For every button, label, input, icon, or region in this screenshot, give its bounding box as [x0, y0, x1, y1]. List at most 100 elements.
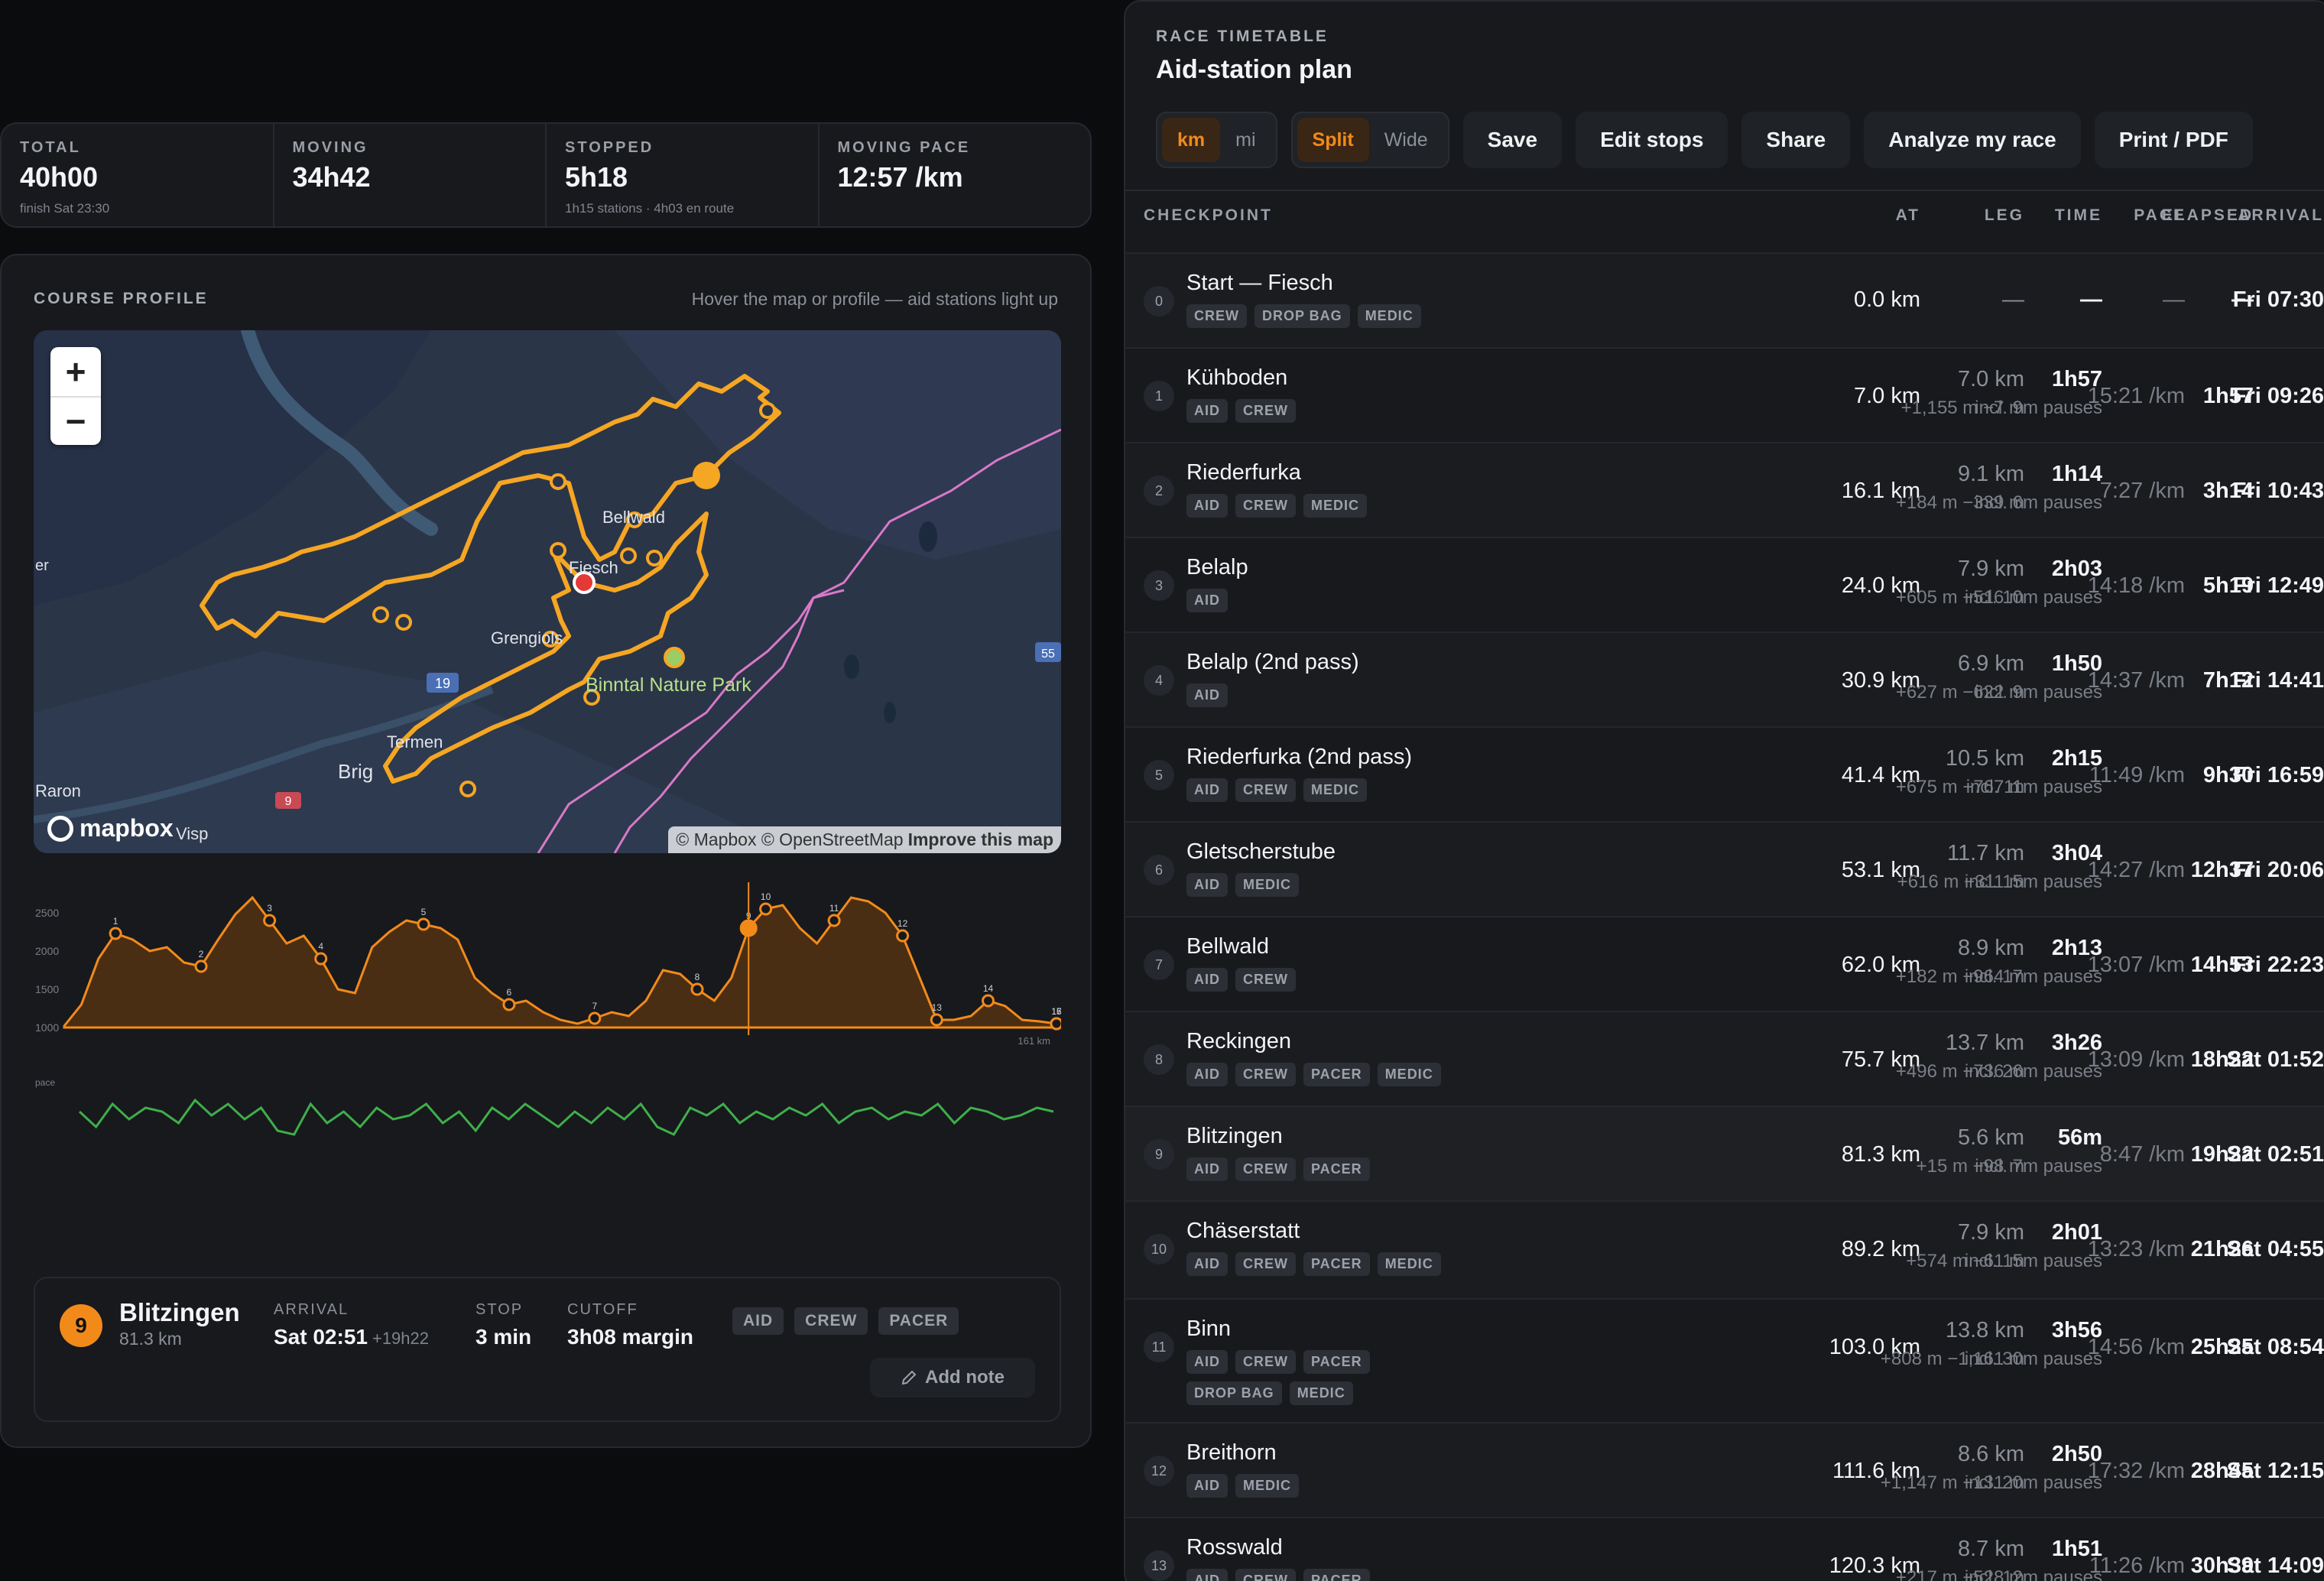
table-row[interactable]: 8 Reckingen AID CREW PACER MEDIC 75.7 km 13.7 k… [1125, 1011, 2324, 1105]
cell-time: 3h04 [2051, 841, 2102, 865]
cell-pace: — [2163, 287, 2185, 312]
col-checkpoint[interactable]: CHECKPOINT [1144, 206, 1273, 224]
unit-km-option[interactable]: km [1162, 118, 1221, 162]
attribution-text[interactable]: © Mapbox © OpenStreetMap [676, 829, 904, 849]
layout-split-option[interactable]: Split [1297, 118, 1369, 162]
aid-station-marker[interactable] [372, 606, 389, 623]
save-button[interactable]: Save [1462, 112, 1563, 168]
aid-station-marker[interactable] [459, 781, 476, 797]
cell-pace: 15:21 /km [2087, 384, 2185, 408]
share-button[interactable]: Share [1741, 112, 1851, 168]
analyze-race-button[interactable]: Analyze my race [1864, 112, 2081, 168]
aid-marker[interactable] [194, 959, 208, 973]
checkpoint-tags: AID CREW [1186, 399, 1446, 423]
aid-station-marker[interactable] [395, 614, 412, 631]
aid-marker[interactable] [930, 1013, 943, 1027]
aid-marker[interactable] [759, 902, 773, 916]
table-row[interactable]: 12 Breithorn AID MEDIC 111.6 km 8.6 km +1,147 … [1125, 1422, 2324, 1517]
aid-marker[interactable] [502, 998, 516, 1011]
edit-stops-button[interactable]: Edit stops [1576, 112, 1728, 168]
table-row[interactable]: 0 Start — Fiesch CREW DROP BAG MEDIC 0.0 km — —… [1125, 252, 2324, 347]
aid-marker[interactable] [690, 982, 704, 996]
checkpoint-tags: AID [1186, 683, 1446, 707]
checkpoint-tags: AID MEDIC [1186, 1474, 1446, 1498]
add-note-button[interactable]: Add note [870, 1358, 1035, 1398]
table-row[interactable]: 4 Belalp (2nd pass) AID 30.9 km 6.9 km +627 m… [1125, 631, 2324, 726]
start-marker[interactable] [573, 571, 596, 594]
print-pdf-button[interactable]: Print / PDF [2094, 112, 2253, 168]
cell-at: 16.1 km [1841, 479, 1920, 503]
finish-marker[interactable] [664, 647, 685, 668]
course-map[interactable]: Bellwald Fiesch Grengiols Binntal Nature… [34, 330, 1061, 853]
aid-marker[interactable] [417, 917, 430, 931]
cell-time-pauses: incl. 12m pauses [1964, 1567, 2102, 1581]
col-leg[interactable]: LEG [1984, 206, 2024, 224]
table-row[interactable]: 2 Riederfurka AID CREW MEDIC 16.1 km 9.1 km +18… [1125, 442, 2324, 537]
layout-wide-option[interactable]: Wide [1384, 128, 1428, 151]
aid-station-marker-highlight[interactable] [693, 462, 720, 489]
pace-profile[interactable]: pace [34, 1073, 1061, 1142]
arrival-time: Sat 02:51 [274, 1325, 368, 1349]
aid-station-marker[interactable] [550, 542, 566, 559]
checkpoint-number: 9 [1144, 1139, 1174, 1170]
aid-station-marker[interactable] [646, 550, 663, 566]
col-time[interactable]: TIME [2054, 206, 2102, 224]
table-row[interactable]: 3 Belalp AID 24.0 km 7.9 km +605 m −516 m 2h03… [1125, 537, 2324, 631]
col-pace[interactable]: PACE [2134, 206, 2186, 224]
checkpoint-tags: AID CREW PACER [1186, 1157, 1446, 1181]
col-arrival[interactable]: ARRIVAL [2238, 206, 2324, 224]
aid-station-marker[interactable] [759, 402, 776, 419]
unit-mi-option[interactable]: mi [1235, 128, 1256, 151]
tag: AID [1186, 1063, 1228, 1086]
cell-arrival: Fri 10:43 [2232, 479, 2324, 503]
mapbox-logo[interactable]: mapbox [47, 814, 174, 842]
map-canvas[interactable]: Bellwald Fiesch Grengiols Binntal Nature… [34, 330, 1061, 853]
table-row[interactable]: 6 Gletscherstube AID MEDIC 53.1 km 11.7 km +61… [1125, 821, 2324, 916]
aid-station-marker[interactable] [550, 473, 566, 490]
aid-station-marker[interactable] [626, 511, 643, 528]
table-row[interactable]: 9 Blitzingen AID CREW PACER 81.3 km 5.6 km +15 … [1125, 1105, 2324, 1200]
zoom-in-button[interactable]: + [65, 352, 86, 391]
tag: CREW [1235, 1063, 1296, 1086]
cell-leg: 11.7 km [1946, 841, 2024, 865]
cell-time: 2h50 [2051, 1442, 2102, 1466]
tag: MEDIC [1235, 873, 1299, 897]
tag: CREW [1235, 778, 1296, 802]
table-row[interactable]: 5 Riederfurka (2nd pass) AID CREW MEDIC 41.4 … [1125, 726, 2324, 821]
improve-map-link[interactable]: Improve this map [907, 829, 1053, 849]
cell-arrival: Sat 02:51 [2226, 1142, 2324, 1167]
aid-marker[interactable] [896, 929, 910, 943]
aid-marker-label: 13 [932, 1002, 943, 1013]
aid-station-marker[interactable] [583, 689, 600, 706]
road-shield-text: 19 [435, 676, 450, 691]
table-row[interactable]: 1 Kühboden AID CREW 7.0 km 7.0 km +1,155 m −7 … [1125, 347, 2324, 442]
col-elapsed[interactable]: ELAPSED [2161, 206, 2254, 224]
aid-station-marker[interactable] [620, 547, 637, 564]
map-label-termen: Termen [387, 732, 443, 752]
stat-sub: finish Sat 23:30 [20, 201, 110, 216]
aid-marker[interactable] [109, 927, 122, 940]
aid-marker[interactable] [827, 914, 841, 927]
aid-marker-label: 2 [199, 949, 204, 959]
table-row[interactable]: 10 Chäserstatt AID CREW PACER MEDIC 89.2 km 7.9… [1125, 1200, 2324, 1298]
cell-leg-elevation: +574 m −61 m [1906, 1251, 2024, 1271]
zoom-out-button[interactable]: − [50, 396, 101, 445]
aid-marker[interactable] [1050, 1017, 1061, 1031]
aid-marker[interactable] [263, 914, 277, 927]
table-row[interactable]: 13 Rosswald AID CREW PACER 120.3 km 8.7 km +217… [1125, 1517, 2324, 1581]
table-row[interactable]: 7 Bellwald AID CREW 62.0 km 8.9 km +182 m −964… [1125, 916, 2324, 1011]
cell-time: 2h13 [2051, 936, 2102, 960]
cell-pace: 17:32 /km [2087, 1459, 2185, 1483]
y-tick-label: 1000 [35, 1021, 59, 1034]
aid-marker[interactable] [588, 1011, 602, 1025]
road-shield-55 [1035, 642, 1061, 662]
tag: AID [1186, 1350, 1228, 1374]
table-row[interactable]: 11 Binn AID CREW PACER DROP BAG MEDIC 103.0 km 1… [1125, 1298, 2324, 1422]
aid-station-marker[interactable] [542, 631, 559, 648]
col-at[interactable]: AT [1895, 206, 1920, 224]
map-label-visp: Visp [176, 824, 208, 843]
tag: DROP BAG [1186, 1381, 1282, 1405]
aid-marker[interactable] [982, 994, 995, 1008]
aid-marker[interactable] [314, 952, 328, 966]
